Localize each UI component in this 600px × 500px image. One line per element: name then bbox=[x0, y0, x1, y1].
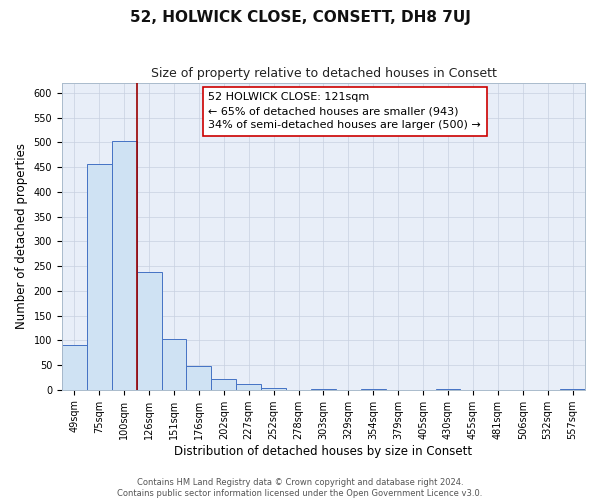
Bar bbox=[87, 164, 112, 390]
Bar bbox=[211, 379, 236, 390]
Y-axis label: Number of detached properties: Number of detached properties bbox=[15, 144, 28, 330]
Text: Contains HM Land Registry data © Crown copyright and database right 2024.
Contai: Contains HM Land Registry data © Crown c… bbox=[118, 478, 482, 498]
Bar bbox=[236, 384, 261, 390]
Bar bbox=[137, 272, 161, 390]
Bar bbox=[112, 141, 137, 390]
Text: 52 HOLWICK CLOSE: 121sqm
← 65% of detached houses are smaller (943)
34% of semi-: 52 HOLWICK CLOSE: 121sqm ← 65% of detach… bbox=[208, 92, 481, 130]
Title: Size of property relative to detached houses in Consett: Size of property relative to detached ho… bbox=[151, 68, 496, 80]
Bar bbox=[62, 345, 87, 390]
Bar bbox=[187, 366, 211, 390]
Bar bbox=[161, 339, 187, 390]
Text: 52, HOLWICK CLOSE, CONSETT, DH8 7UJ: 52, HOLWICK CLOSE, CONSETT, DH8 7UJ bbox=[130, 10, 470, 25]
Bar bbox=[261, 388, 286, 390]
X-axis label: Distribution of detached houses by size in Consett: Distribution of detached houses by size … bbox=[175, 444, 473, 458]
